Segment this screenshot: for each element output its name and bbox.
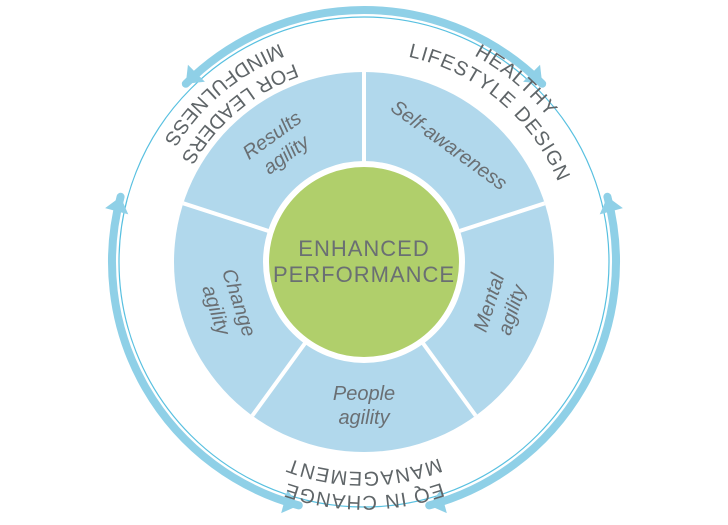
center-label-line1: ENHANCED [298,236,429,261]
segment-label-line2: agility [338,407,390,429]
segment-label-line1: People [333,383,395,405]
center-label-line2: PERFORMANCE [273,262,455,287]
diagram-svg: Self-awarenessMentalagilityPeopleagility… [0,0,728,525]
diagram-stage: Self-awarenessMentalagilityPeopleagility… [0,0,728,525]
outer-label-eq-line2: MANAGEMENT [283,453,444,489]
